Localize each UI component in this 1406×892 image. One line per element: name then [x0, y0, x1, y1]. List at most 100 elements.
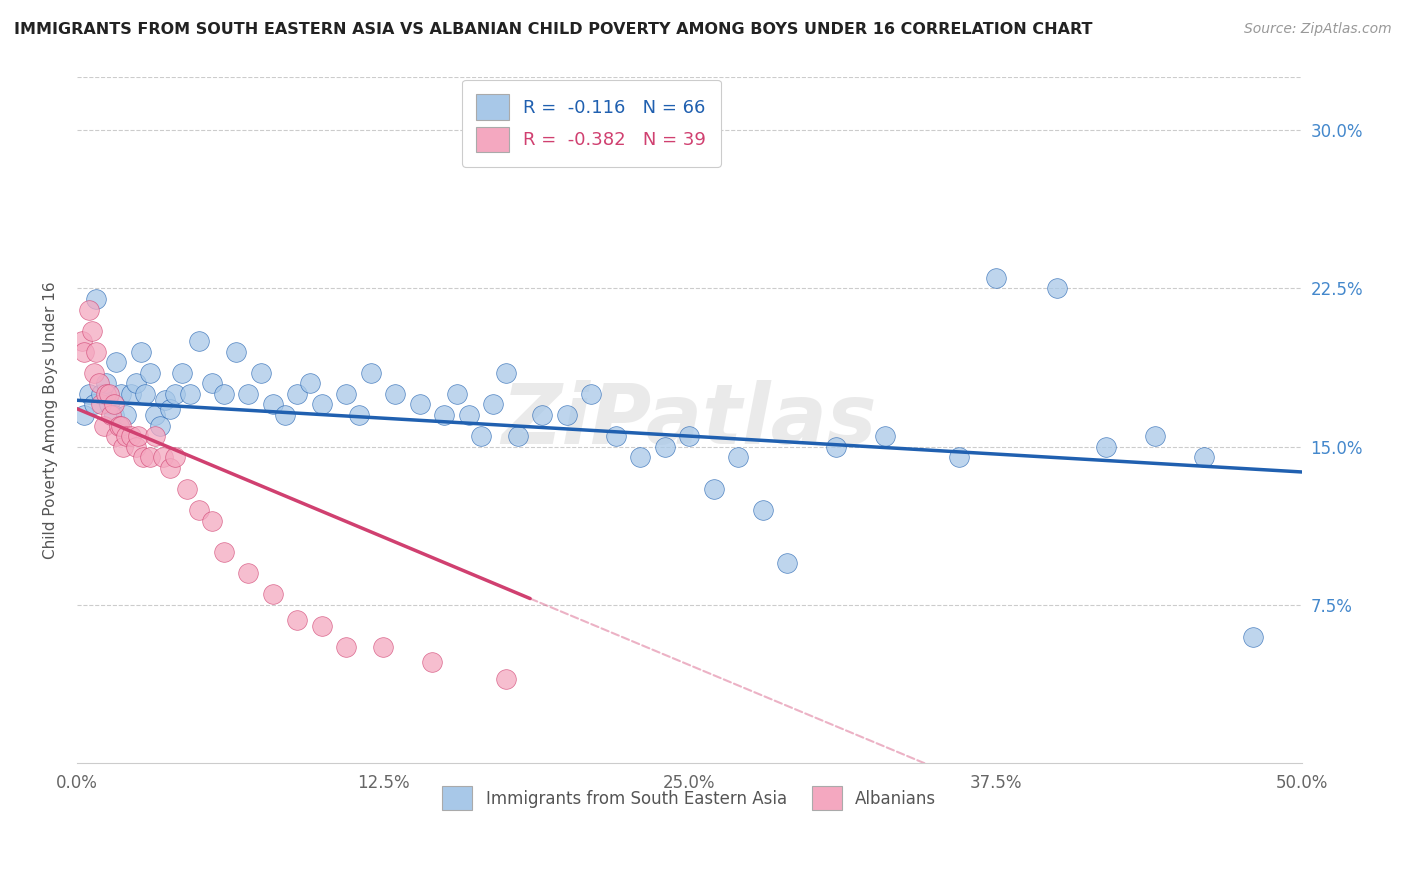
Text: ZiPatlas: ZiPatlas: [502, 380, 877, 461]
Y-axis label: Child Poverty Among Boys Under 16: Child Poverty Among Boys Under 16: [44, 282, 58, 559]
Point: [678, 429, 700, 443]
Point: [97, 397, 120, 411]
Point: [495, 366, 517, 380]
Point: [83, 366, 105, 380]
Point: [287, 387, 309, 401]
Point: [129, 344, 152, 359]
Point: [77, 302, 100, 317]
Point: [495, 672, 517, 686]
Point: [105, 355, 128, 369]
Point: [107, 418, 129, 433]
Point: [120, 429, 142, 443]
Point: [875, 429, 897, 443]
Point: [73, 344, 96, 359]
Point: [159, 460, 181, 475]
Point: [124, 376, 146, 391]
Point: [298, 376, 321, 391]
Point: [225, 344, 247, 359]
Point: [103, 408, 125, 422]
Point: [188, 503, 211, 517]
Point: [581, 387, 603, 401]
Point: [90, 387, 112, 401]
Point: [149, 418, 172, 433]
Point: [249, 366, 271, 380]
Point: [110, 418, 132, 433]
Point: [409, 397, 432, 411]
Point: [152, 450, 174, 465]
Point: [163, 450, 186, 465]
Point: [335, 640, 357, 654]
Point: [110, 387, 132, 401]
Point: [120, 387, 142, 401]
Point: [384, 387, 406, 401]
Point: [201, 514, 224, 528]
Point: [159, 401, 181, 416]
Point: [371, 640, 394, 654]
Point: [100, 408, 122, 422]
Point: [73, 408, 96, 422]
Legend: Immigrants from South Eastern Asia, Albanians: Immigrants from South Eastern Asia, Alba…: [429, 773, 949, 823]
Point: [153, 393, 176, 408]
Point: [984, 271, 1007, 285]
Point: [506, 429, 529, 443]
Point: [179, 387, 201, 401]
Point: [90, 397, 112, 411]
Point: [212, 387, 235, 401]
Point: [124, 440, 146, 454]
Point: [628, 450, 651, 465]
Point: [238, 387, 260, 401]
Point: [212, 545, 235, 559]
Point: [87, 376, 110, 391]
Point: [80, 324, 103, 338]
Point: [470, 429, 492, 443]
Point: [1143, 429, 1166, 443]
Text: IMMIGRANTS FROM SOUTH EASTERN ASIA VS ALBANIAN CHILD POVERTY AMONG BOYS UNDER 16: IMMIGRANTS FROM SOUTH EASTERN ASIA VS AL…: [14, 22, 1092, 37]
Point: [115, 408, 138, 422]
Point: [172, 366, 194, 380]
Point: [70, 334, 93, 348]
Text: Source: ZipAtlas.com: Source: ZipAtlas.com: [1244, 22, 1392, 37]
Point: [274, 408, 297, 422]
Point: [143, 429, 166, 443]
Point: [238, 566, 260, 581]
Point: [531, 408, 554, 422]
Point: [555, 408, 578, 422]
Point: [127, 429, 149, 443]
Point: [83, 397, 105, 411]
Point: [112, 440, 135, 454]
Point: [139, 450, 162, 465]
Point: [115, 429, 138, 443]
Point: [96, 376, 118, 391]
Point: [703, 482, 725, 496]
Point: [93, 418, 115, 433]
Point: [103, 397, 125, 411]
Point: [654, 440, 676, 454]
Point: [105, 429, 128, 443]
Point: [163, 387, 186, 401]
Point: [335, 387, 357, 401]
Point: [1241, 630, 1264, 644]
Point: [139, 366, 162, 380]
Point: [482, 397, 505, 411]
Point: [176, 482, 198, 496]
Point: [457, 408, 479, 422]
Point: [262, 587, 284, 601]
Point: [311, 619, 333, 633]
Point: [433, 408, 456, 422]
Point: [360, 366, 382, 380]
Point: [1095, 440, 1118, 454]
Point: [86, 344, 108, 359]
Point: [134, 387, 156, 401]
Point: [347, 408, 370, 422]
Point: [825, 440, 848, 454]
Point: [188, 334, 211, 348]
Point: [605, 429, 627, 443]
Point: [86, 292, 108, 306]
Point: [420, 655, 443, 669]
Point: [287, 613, 309, 627]
Point: [1192, 450, 1215, 465]
Point: [776, 556, 799, 570]
Point: [132, 450, 155, 465]
Point: [948, 450, 970, 465]
Point: [446, 387, 468, 401]
